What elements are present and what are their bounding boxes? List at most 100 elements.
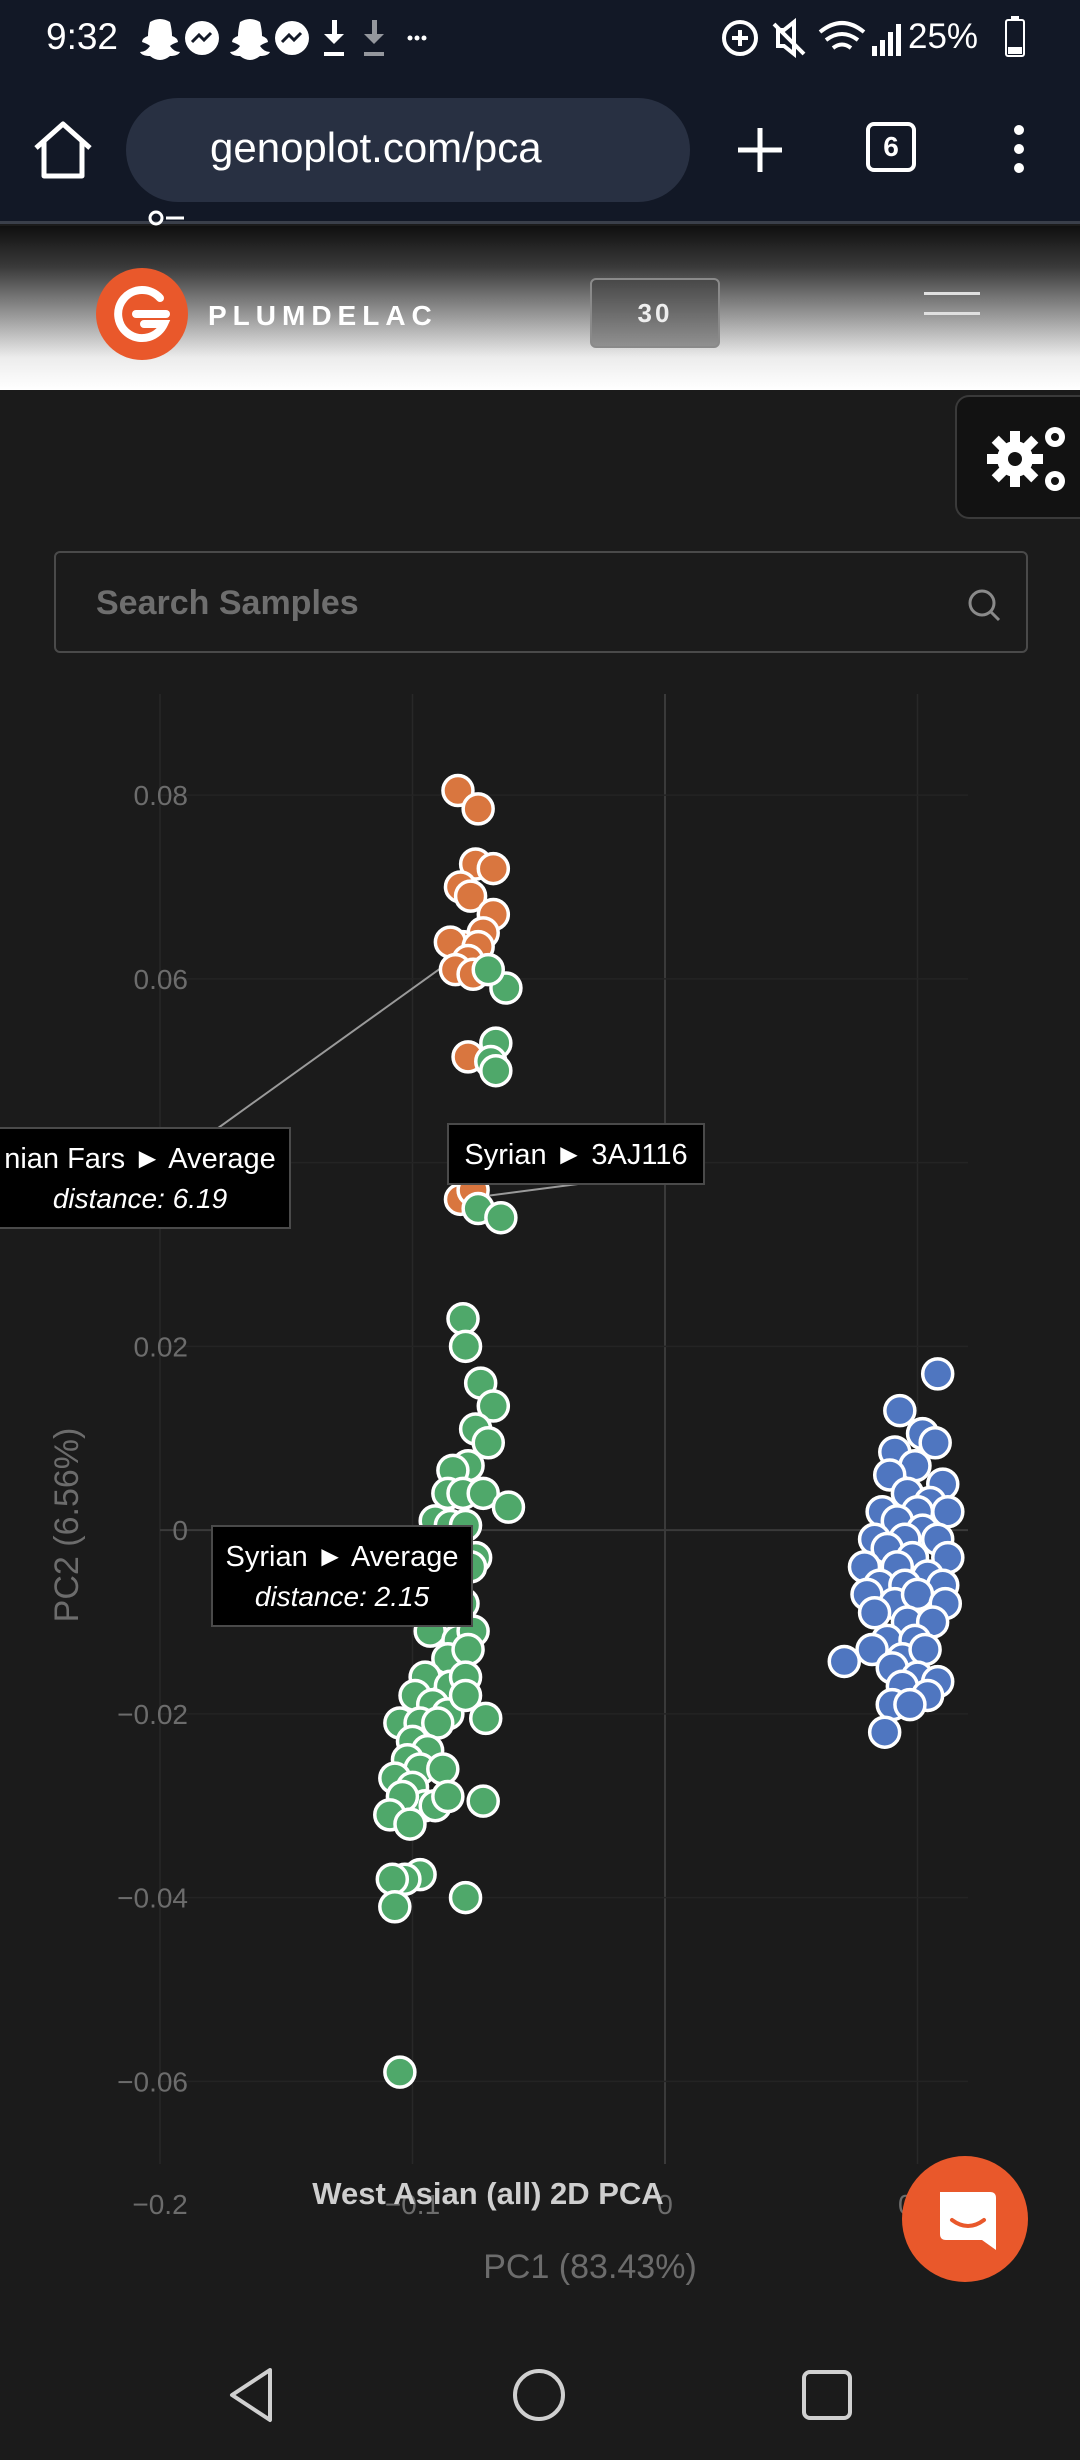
- browser-toolbar: genoplot.com/pca 6: [0, 78, 1080, 244]
- data-point: [908, 1632, 942, 1667]
- data-point: [448, 1678, 483, 1713]
- chart-grid: [159, 694, 968, 2164]
- y-tick-label: 0.02: [134, 1331, 189, 1362]
- count-badge[interactable]: 30: [590, 278, 720, 348]
- data-point: [900, 1577, 935, 1612]
- annotation-box: [211, 1525, 473, 1627]
- data-point: [378, 1890, 412, 1924]
- annotation-box: [0, 1127, 291, 1229]
- data-point: [827, 1644, 862, 1679]
- y-tick-label: 0.06: [134, 964, 189, 995]
- annotation-leader-line: [217, 955, 459, 1129]
- data-point: [446, 1302, 480, 1336]
- download-icon: [324, 20, 344, 56]
- data-point: [468, 1701, 503, 1736]
- home-icon[interactable]: [28, 116, 98, 186]
- messenger-icon: [185, 21, 219, 55]
- data-point: [893, 1687, 927, 1722]
- data-point: [471, 1426, 505, 1460]
- brand-logo[interactable]: [96, 268, 188, 360]
- search-box: [54, 551, 1028, 653]
- data-point: [918, 1426, 952, 1460]
- tabs-button[interactable]: 6: [866, 122, 916, 172]
- recents-icon[interactable]: [792, 2360, 862, 2430]
- new-tab-icon[interactable]: [730, 120, 790, 180]
- brand-name[interactable]: PLUMDELAC: [208, 300, 438, 331]
- data-point: [491, 1490, 526, 1524]
- data-point: [476, 1389, 511, 1423]
- notification-icons: [140, 19, 427, 60]
- snapchat-icon: [230, 19, 270, 60]
- annotation-distance: distance: 6.19: [53, 1183, 227, 1214]
- messenger-icon: [275, 21, 309, 55]
- data-point: [448, 1880, 483, 1915]
- data-point: [451, 1632, 485, 1667]
- data-point: [448, 1329, 483, 1364]
- x-tick-label: −0.1: [385, 2189, 440, 2220]
- search-input[interactable]: [96, 577, 936, 629]
- tab-count: 6: [883, 131, 899, 162]
- data-point: [466, 1784, 500, 1818]
- annotation-title: nian Fars ► Average: [4, 1143, 276, 1175]
- data-point: [431, 1779, 465, 1814]
- snapchat-icon: [140, 19, 180, 60]
- hamburger-menu-icon[interactable]: [924, 292, 980, 322]
- data-point: [479, 1053, 513, 1088]
- signal-icon: [872, 24, 901, 56]
- address-bar[interactable]: [126, 98, 690, 202]
- annotation-title: Syrian ► Average: [226, 1541, 459, 1573]
- x-tick-label: −0.2: [132, 2189, 187, 2220]
- search-icon[interactable]: [964, 585, 1004, 625]
- annotation-distance: distance: 2.15: [255, 1581, 430, 1612]
- annotations: nian Fars ► Average distance: 6.19 Syrian …: [0, 1123, 705, 1627]
- y-tick-label: 0: [172, 1515, 188, 1546]
- chat-button[interactable]: [902, 2156, 1028, 2282]
- system-icons: [722, 17, 901, 59]
- y-tick-label: −0.06: [117, 2066, 188, 2097]
- data-point: [883, 1393, 917, 1428]
- logo-mark-icon: [114, 286, 171, 343]
- data-point: [484, 1200, 518, 1235]
- data-point: [393, 1807, 427, 1841]
- data-point: [867, 1715, 902, 1749]
- download-icon: [364, 20, 384, 56]
- data-point: [471, 952, 505, 987]
- overflow-menu-icon[interactable]: [1004, 114, 1034, 184]
- gears-icon: [987, 427, 1065, 491]
- y-tick-label: 0.08: [134, 780, 189, 811]
- home-button-icon[interactable]: [504, 2360, 574, 2430]
- url-text[interactable]: genoplot.com/pca: [210, 124, 542, 171]
- data-point: [920, 1357, 955, 1391]
- battery-icon: [1005, 16, 1025, 57]
- data-point: [375, 1862, 410, 1896]
- y-tick-label: −0.02: [117, 1699, 188, 1730]
- pca-scatter-chart[interactable]: 0.080.060.020−0.02−0.04−0.06 −0.2−0.100.…: [0, 680, 1080, 2300]
- site-header: PLUMDELAC 30: [0, 226, 1080, 390]
- data-point: [466, 1476, 500, 1511]
- settings-button[interactable]: [955, 395, 1080, 519]
- data-point: [453, 879, 488, 913]
- system-navigation-bar: [0, 2330, 1080, 2460]
- chat-icon: [940, 2192, 996, 2250]
- data-saver-icon: [722, 20, 758, 56]
- annotation-title: Syrian ► 3AJ116: [464, 1139, 687, 1171]
- data-point: [383, 2055, 417, 2089]
- annotation-box: [447, 1123, 705, 1185]
- data-point: [426, 1752, 460, 1786]
- x-tick-label: 0: [657, 2189, 673, 2220]
- more-notifications-icon: [407, 35, 427, 41]
- wifi-icon: [818, 21, 866, 50]
- mute-icon: [772, 17, 806, 59]
- battery-percent: 25%: [908, 17, 979, 56]
- back-icon[interactable]: [218, 2360, 288, 2430]
- y-tick-label: −0.04: [117, 1883, 188, 1914]
- data-point: [857, 1596, 892, 1630]
- x-axis-title: PC1 (83.43%): [483, 2248, 697, 2286]
- status-bar: 9:32 25%: [0, 0, 1080, 78]
- y-tick-labels: 0.08 0.06 0.02 0 −0.02 −0.04 −0.06: [117, 780, 188, 2097]
- y-axis-title: PC2 (6.56%): [48, 1428, 86, 1623]
- data-point: [476, 851, 511, 886]
- chart-title: West Asian (all) 2D PCA: [312, 2176, 663, 2211]
- data-points[interactable]: [373, 773, 965, 2089]
- data-point: [461, 792, 495, 826]
